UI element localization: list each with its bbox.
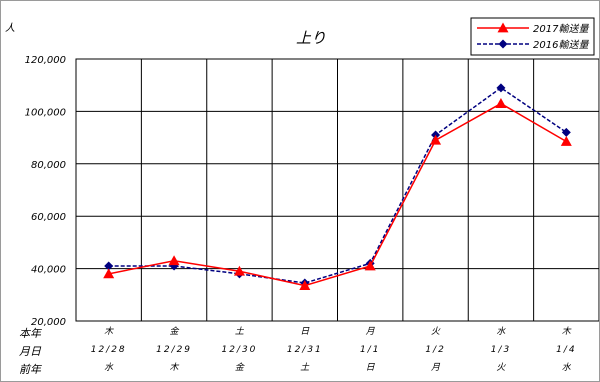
- data-point-diamond: [498, 39, 508, 49]
- data-point-diamond: [104, 261, 114, 271]
- x-label-weekday-current: 火: [431, 326, 441, 337]
- y-tick-label: 60,000: [31, 212, 66, 223]
- x-label-weekday-previous: 土: [300, 362, 310, 373]
- y-axis-unit-label: 人: [5, 22, 15, 34]
- series-line: [108, 86, 567, 284]
- x-axis-labels: 本年月日前年木12/28水金12/29木土12/30金日12/31土月1/1日火…: [19, 326, 576, 376]
- x-label-weekday-previous: 水: [562, 362, 572, 373]
- x-label-weekday-previous: 木: [170, 362, 180, 373]
- series-layer: [103, 83, 572, 291]
- x-label-date: 12/30: [221, 345, 257, 355]
- x-row-header: 月日: [19, 345, 42, 358]
- plot-grid: [75, 58, 599, 322]
- legend-label: 2016輸送量: [533, 39, 589, 51]
- x-label-weekday-current: 土: [235, 326, 245, 337]
- data-point-triangle: [103, 268, 115, 279]
- x-label-weekday-current: 日: [300, 327, 310, 337]
- legend-label: 2017輸送量: [533, 23, 589, 35]
- y-tick-label: 40,000: [31, 265, 66, 276]
- legend-box: [470, 17, 595, 56]
- x-label-weekday-previous: 水: [104, 362, 114, 373]
- data-point-diamond: [561, 127, 571, 137]
- data-point-triangle: [495, 98, 507, 108]
- x-label-date: 1/3: [491, 345, 511, 355]
- chart-title: 上り: [296, 29, 326, 47]
- data-point-triangle: [168, 255, 180, 266]
- x-label-date: 12/29: [156, 345, 192, 355]
- x-label-date: 12/31: [287, 345, 323, 355]
- x-label-weekday-current: 金: [170, 326, 180, 337]
- x-label-weekday-previous: 金: [235, 362, 245, 373]
- data-point-triangle: [364, 260, 376, 271]
- y-axis-ticks: 20,000 40,000 60,000 80,000 100,000 120,000: [25, 55, 66, 328]
- x-label-date: 12/28: [91, 345, 127, 355]
- x-label-weekday-current: 木: [562, 326, 572, 337]
- data-point-triangle: [497, 22, 509, 33]
- data-point-triangle: [299, 280, 311, 291]
- data-point-triangle: [560, 136, 572, 146]
- x-row-header: 前年: [19, 363, 42, 376]
- x-label-weekday-previous: 月: [431, 362, 441, 373]
- x-label-weekday-current: 木: [104, 326, 114, 337]
- x-label-date: 1/2: [425, 345, 445, 355]
- x-label-weekday-previous: 火: [496, 362, 506, 373]
- y-tick-label: 80,000: [31, 160, 66, 171]
- y-tick-label: 20,000: [31, 317, 66, 328]
- y-tick-label: 100,000: [25, 107, 66, 118]
- data-point-triangle: [233, 265, 245, 276]
- series-line: [108, 102, 567, 287]
- legend: 2017輸送量 2016輸送量: [470, 17, 595, 56]
- x-row-header: 本年: [19, 327, 42, 340]
- x-label-weekday-current: 月: [366, 326, 376, 337]
- x-label-date: 1/1: [360, 345, 380, 355]
- x-label-weekday-previous: 日: [366, 363, 376, 373]
- x-label-date: 1/4: [556, 345, 576, 355]
- x-label-weekday-current: 水: [496, 326, 506, 337]
- series-2017輸送量: [103, 98, 572, 291]
- data-point-triangle: [430, 134, 442, 145]
- data-point-diamond: [496, 83, 506, 93]
- y-tick-label: 120,000: [25, 55, 66, 66]
